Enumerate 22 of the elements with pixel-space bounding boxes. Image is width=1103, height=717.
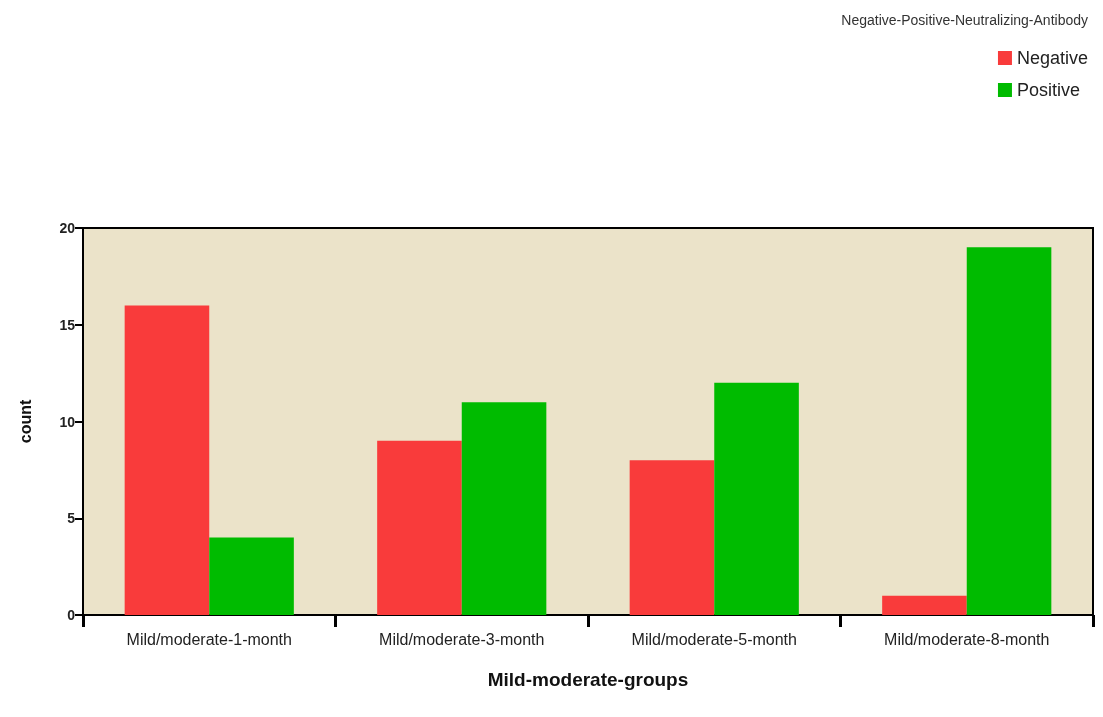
y-tick-label: 20: [59, 220, 76, 236]
x-tick-label: Mild/moderate-8-month: [884, 630, 1050, 648]
bar: [209, 537, 294, 615]
bar: [714, 382, 799, 615]
bar: [966, 247, 1052, 615]
bar: [629, 460, 715, 615]
legend-label: Negative: [1016, 48, 1088, 68]
bar: [377, 440, 462, 615]
x-tick-label: Mild/moderate-3-month: [379, 630, 545, 648]
bar: [124, 305, 210, 615]
y-tick-label: 10: [59, 413, 76, 430]
y-tick-label: 5: [67, 510, 76, 527]
y-axis-title: count: [16, 399, 34, 444]
legend-title: Negative-Positive-Neutralizing-Antibody: [841, 12, 1088, 28]
bar: [461, 402, 547, 615]
y-tick-label: 15: [59, 316, 76, 333]
x-tick-label: Mild/moderate-1-month: [126, 630, 292, 648]
y-tick-label: 0: [67, 607, 76, 623]
legend-label: Positive: [1016, 80, 1080, 100]
x-axis-title: Mild-moderate-groups: [487, 669, 689, 690]
bar: [882, 595, 967, 615]
x-tick-label: Mild/moderate-5-month: [631, 630, 797, 648]
